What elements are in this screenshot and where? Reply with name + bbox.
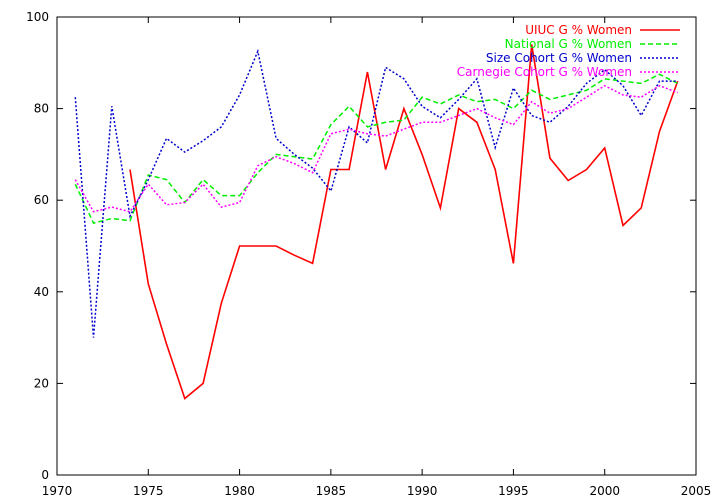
y-tick-label: 40: [34, 285, 49, 299]
x-tick-label: 1980: [224, 484, 255, 498]
series-line-3: [74, 48, 678, 338]
axis-ticks: 1970 1975 1980 1985 1990 1995 2000 2005 0 20 40 60 8…: [26, 10, 711, 498]
x-tick-label: 1975: [133, 484, 164, 498]
legend-label-1: UIUC G % Women: [525, 23, 632, 37]
series-line-1: [129, 44, 679, 400]
series-line-4: [74, 84, 678, 213]
series-line-2: [74, 73, 679, 224]
x-tick-label: 2000: [589, 484, 620, 498]
x-tick-label: 1985: [316, 484, 347, 498]
legend-label-4: Carnegie Cohort G % Women: [457, 65, 632, 79]
series-lines: [74, 44, 679, 400]
plot-frame: [56, 16, 697, 476]
y-tick-label: 60: [34, 193, 49, 207]
y-tick-label: 20: [34, 376, 49, 390]
legend-label-2: National G % Women: [505, 37, 632, 51]
x-tick-label: 2005: [681, 484, 712, 498]
y-tick-label: 0: [41, 468, 49, 482]
legend-label-3: Size Cohort G % Women: [486, 51, 632, 65]
x-tick-label: 1970: [42, 484, 73, 498]
x-tick-label: 1995: [498, 484, 529, 498]
y-tick-label: 80: [34, 102, 49, 116]
y-tick-label: 100: [26, 10, 49, 24]
x-tick-label: 1990: [407, 484, 438, 498]
